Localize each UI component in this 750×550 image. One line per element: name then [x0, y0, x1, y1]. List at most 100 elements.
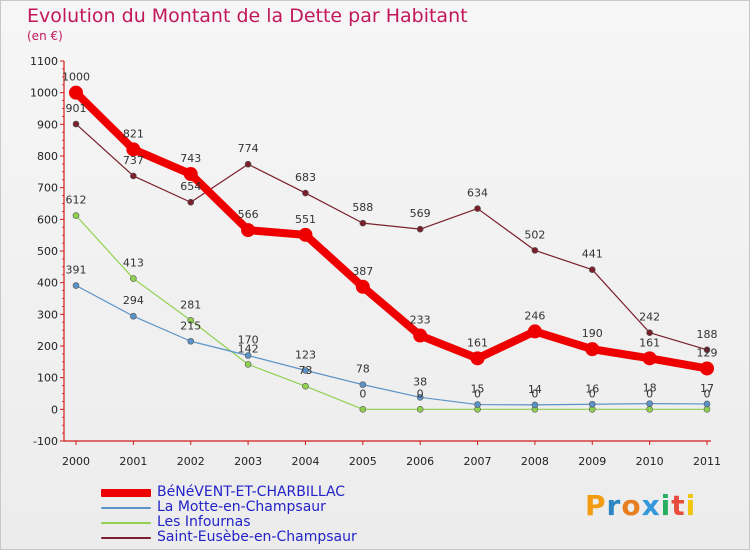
data-point-beneventetcharbillac [355, 279, 370, 294]
data-point-sainteusebeenchampsaur [302, 189, 309, 197]
x-tick-label: 2006 [406, 455, 434, 468]
data-point-beneventetcharbillac [527, 324, 542, 339]
data-label-lesinfournas: 0 [359, 387, 366, 400]
data-point-lamotteenchampsaur [302, 367, 309, 374]
data-label-lamotteenchampsaur: 15 [471, 383, 485, 396]
legend-swatch [101, 506, 151, 509]
data-point-lamotteenchampsaur [416, 393, 424, 401]
data-label-sainteusebeenchampsaur: 502 [524, 228, 545, 241]
data-label-lamotteenchampsaur: 16 [585, 382, 599, 395]
data-point-lamotteenchampsaur [244, 352, 252, 359]
data-label-sainteusebeenchampsaur: 242 [639, 311, 660, 324]
data-label-beneventetcharbillac: 233 [410, 314, 431, 327]
x-tick-label: 2011 [693, 455, 721, 468]
y-tick-label: 900 [37, 118, 58, 131]
data-point-lesinfournas [416, 406, 424, 413]
data-point-lamotteenchampsaur [703, 400, 711, 408]
data-label-sainteusebeenchampsaur: 737 [123, 154, 144, 167]
data-label-beneventetcharbillac: 129 [697, 346, 718, 359]
y-tick-label: 800 [37, 150, 58, 163]
data-label-sainteusebeenchampsaur: 634 [467, 187, 488, 200]
data-point-lamotteenchampsaur [130, 312, 137, 320]
x-tick-label: 2009 [578, 455, 606, 468]
logo-letter: t [671, 489, 686, 522]
y-tick-label: -100 [33, 435, 58, 448]
logo-letter: x [641, 489, 661, 522]
data-point-beneventetcharbillac [241, 223, 256, 238]
data-label-lesinfournas: 413 [123, 257, 144, 270]
data-point-lesinfournas [187, 317, 195, 324]
data-point-beneventetcharbillac [298, 227, 313, 242]
data-label-lesinfournas: 73 [298, 364, 312, 377]
data-label-lamotteenchampsaur: 391 [66, 264, 87, 277]
legend-swatch [101, 536, 151, 539]
data-label-sainteusebeenchampsaur: 654 [180, 180, 201, 193]
legend-item-beneventetcharbillac: BéNéVENT-ET-CHARBILLAC [101, 485, 357, 500]
data-label-lesinfournas: 0 [704, 387, 711, 400]
data-point-beneventetcharbillac [126, 142, 141, 157]
data-label-lamotteenchampsaur: 14 [528, 383, 542, 396]
data-label-sainteusebeenchampsaur: 569 [410, 207, 431, 220]
x-tick-label: 2007 [464, 455, 492, 468]
series-line-lamotteenchampsaur [75, 284, 708, 406]
x-tick-label: 2005 [349, 455, 377, 468]
x-tick-label: 2010 [636, 455, 664, 468]
data-point-lesinfournas [302, 382, 309, 390]
data-point-beneventetcharbillac [183, 167, 198, 182]
logo-letter: r [606, 489, 622, 522]
logo-letter: o [621, 489, 642, 522]
y-tick-label: 1000 [30, 87, 58, 100]
data-point-sainteusebeenchampsaur [703, 346, 711, 354]
logo-letter: P [585, 489, 607, 522]
data-point-beneventetcharbillac [642, 351, 657, 366]
x-tick-label: 2008 [521, 455, 549, 468]
data-point-sainteusebeenchampsaur [130, 172, 137, 180]
data-point-lamotteenchampsaur [474, 401, 481, 408]
data-point-lesinfournas [72, 212, 80, 219]
y-tick-label: 700 [37, 182, 58, 195]
data-label-beneventetcharbillac: 743 [180, 152, 201, 165]
series-line-sainteusebeenchampsaur [75, 123, 708, 351]
logo-letter: i [660, 489, 672, 522]
data-point-sainteusebeenchampsaur [416, 225, 424, 233]
x-tick-label: 2002 [177, 455, 205, 468]
y-tick-label: 300 [37, 308, 58, 321]
data-label-lesinfournas: 142 [238, 342, 259, 355]
data-label-lesinfournas: 0 [474, 387, 481, 400]
data-point-lamotteenchampsaur [588, 400, 596, 408]
data-point-lamotteenchampsaur [531, 401, 539, 409]
data-label-lamotteenchampsaur: 294 [123, 294, 144, 307]
data-label-sainteusebeenchampsaur: 441 [582, 248, 603, 261]
data-point-sainteusebeenchampsaur [187, 198, 195, 206]
data-label-beneventetcharbillac: 821 [123, 127, 144, 140]
data-point-sainteusebeenchampsaur [72, 120, 80, 128]
data-label-lamotteenchampsaur: 215 [180, 319, 201, 332]
data-label-lesinfournas: 0 [417, 387, 424, 400]
data-point-beneventetcharbillac [585, 342, 600, 357]
legend-item-lamotteenchampsaur: La Motte-en-Champsaur [101, 500, 357, 515]
series-line-lesinfournas [75, 214, 708, 410]
y-tick-label: 1100 [30, 55, 58, 68]
data-label-sainteusebeenchampsaur: 188 [697, 328, 718, 341]
y-tick-label: 0 [51, 403, 58, 416]
x-tick-label: 2001 [119, 455, 147, 468]
data-point-beneventetcharbillac [470, 351, 485, 366]
data-label-beneventetcharbillac: 1000 [62, 71, 90, 84]
chart-title: Evolution du Montant de la Dette par Hab… [27, 5, 468, 27]
proxiti-logo[interactable]: Proxiti [585, 489, 696, 522]
data-point-lesinfournas [244, 361, 252, 368]
data-point-lesinfournas [359, 406, 367, 413]
x-tick-label: 2004 [291, 455, 319, 468]
y-tick-label: 100 [37, 372, 58, 385]
data-point-sainteusebeenchampsaur [531, 247, 539, 254]
data-label-lesinfournas: 0 [646, 387, 653, 400]
data-label-sainteusebeenchampsaur: 901 [66, 102, 87, 115]
data-label-sainteusebeenchampsaur: 683 [295, 171, 316, 184]
chart-unit-label: (en €) [27, 29, 63, 43]
y-tick-label: 600 [37, 213, 58, 226]
legend-label: La Motte-en-Champsaur [157, 499, 326, 515]
logo-letter: i [685, 489, 697, 522]
data-label-lamotteenchampsaur: 18 [643, 382, 657, 395]
data-label-lamotteenchampsaur: 123 [295, 348, 316, 361]
